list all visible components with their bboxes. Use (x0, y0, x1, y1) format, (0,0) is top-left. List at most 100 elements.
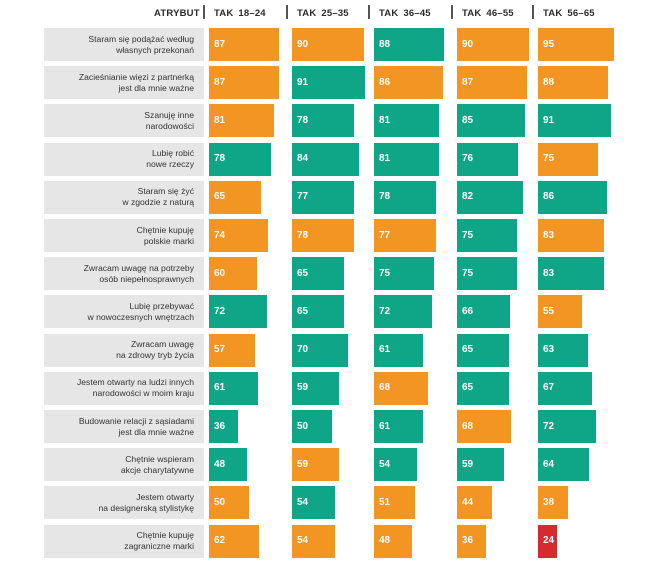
row-label: Zwracam uwagę na zdrowy tryb życia (44, 333, 204, 367)
data-label: 54 (297, 535, 309, 547)
data-label: 82 (462, 191, 474, 203)
row-label: Zwracam uwagę na potrzeby osób niepełnosp… (44, 257, 204, 291)
row-label-line: Staram się podążać według (88, 33, 194, 44)
bar (292, 142, 359, 176)
bar (374, 257, 434, 291)
data-label: 61 (214, 382, 226, 394)
bar (209, 448, 247, 482)
row-label-line: jest dla mnie ważne (118, 426, 194, 437)
row-label-text: Jestem otwarty na ludzi innych narodowośc… (77, 377, 194, 399)
bar (374, 410, 423, 443)
bar (457, 219, 517, 252)
row-label: Staram się podążać według własnych przeko… (44, 28, 204, 61)
data-label: 78 (297, 114, 309, 126)
bar (374, 66, 443, 100)
row-label: Staram się żyć w zgodzie z naturą (44, 180, 204, 214)
bar (209, 104, 274, 138)
bar (374, 371, 428, 405)
bar (538, 257, 604, 291)
bar (538, 104, 611, 138)
row-label-text: Zacieśnianie więzi z partnerką jest dla m… (79, 72, 194, 94)
row-label-line: Budowanie relacji z sąsiadami (78, 415, 194, 426)
data-label: 90 (462, 38, 474, 50)
data-label: 64 (543, 458, 555, 470)
data-label: 72 (214, 305, 226, 317)
row-label-text: Chętnie kupuję polskie marki (137, 225, 194, 247)
row-label-text: Szanuję inne narodowości (144, 110, 194, 132)
row-label-text: Budowanie relacji z sąsiadami jest dla mn… (79, 416, 194, 438)
column-header-series: TAK 18–24 (214, 8, 266, 19)
data-label: 81 (379, 114, 391, 126)
column-header-series: TAK 25–35 (297, 8, 349, 19)
row-label: Jestem otwarty na ludzi innych narodowośc… (44, 371, 204, 405)
bar (457, 448, 504, 482)
data-label: 72 (379, 305, 391, 317)
data-label: 70 (297, 344, 309, 356)
bar (292, 333, 348, 367)
bar (538, 142, 598, 176)
bar (538, 66, 608, 100)
data-label: 85 (462, 114, 474, 126)
header-divider (532, 5, 534, 19)
data-label: 57 (214, 344, 226, 356)
bar (457, 180, 523, 214)
header-divider (368, 5, 370, 19)
row-label-text: Lubię robić nowe rzeczy (146, 148, 194, 170)
data-label: 78 (379, 191, 391, 203)
row-label-line: Lubię robić (151, 148, 194, 159)
header-divider (203, 5, 205, 19)
bar (374, 180, 436, 214)
data-label: 36 (214, 420, 226, 432)
row-label-line: w nowoczesnych wnętrzach (87, 311, 194, 322)
data-label: 76 (462, 153, 474, 165)
bar (538, 486, 568, 520)
bar (374, 295, 432, 329)
bar (538, 410, 596, 443)
bar (374, 28, 444, 61)
data-label: 65 (297, 267, 309, 279)
row-label-line: w zgodzie z naturą (122, 197, 194, 208)
column-header-series: TAK 56–65 (543, 8, 595, 19)
bar (292, 28, 364, 61)
bar (209, 257, 257, 291)
bar (457, 142, 518, 176)
data-label: 36 (462, 535, 474, 547)
data-label: 48 (214, 458, 226, 470)
bar (292, 219, 354, 252)
row-label-text: Chętnie wspieram akcje charytatywne (121, 454, 194, 476)
column-header-series: TAK 36–45 (379, 8, 431, 19)
row-label-line: Chętnie wspieram (125, 453, 194, 464)
data-label: 81 (214, 114, 226, 126)
bar (457, 28, 529, 61)
data-label: 60 (214, 267, 226, 279)
row-label-line: narodowości w moim kraju (92, 388, 194, 399)
data-label: 61 (379, 420, 391, 432)
data-label: 67 (543, 382, 555, 394)
column-header-attribute: ATRYBUT (154, 8, 200, 19)
data-label: 83 (543, 229, 555, 241)
bar (292, 486, 335, 520)
data-label: 91 (543, 114, 555, 126)
row-label-line: Chętnie kupuję (136, 224, 194, 235)
data-label: 87 (214, 76, 226, 88)
row-label-line: Lubię przebywać (129, 300, 195, 311)
data-label: 86 (379, 76, 391, 88)
data-label: 84 (297, 153, 309, 165)
data-label: 63 (543, 344, 555, 356)
bar (209, 219, 268, 252)
row-label: Lubię przebywać w nowoczesnych wnętrzach (44, 295, 204, 329)
bar (457, 371, 509, 405)
data-label: 91 (297, 76, 309, 88)
data-label: 38 (543, 496, 555, 508)
data-label: 75 (543, 153, 555, 165)
row-label: Chętnie kupuję zagraniczne marki (44, 524, 204, 558)
bar (374, 524, 412, 558)
bar (538, 28, 614, 61)
bar (457, 104, 525, 138)
row-label-line: własnych przekonań (116, 44, 194, 55)
row-label-line: Jestem otwarty na ludzi innych (76, 377, 194, 388)
data-label: 86 (543, 191, 555, 203)
bar (374, 104, 439, 138)
row-label-line: osób niepełnosprawnych (99, 273, 194, 284)
